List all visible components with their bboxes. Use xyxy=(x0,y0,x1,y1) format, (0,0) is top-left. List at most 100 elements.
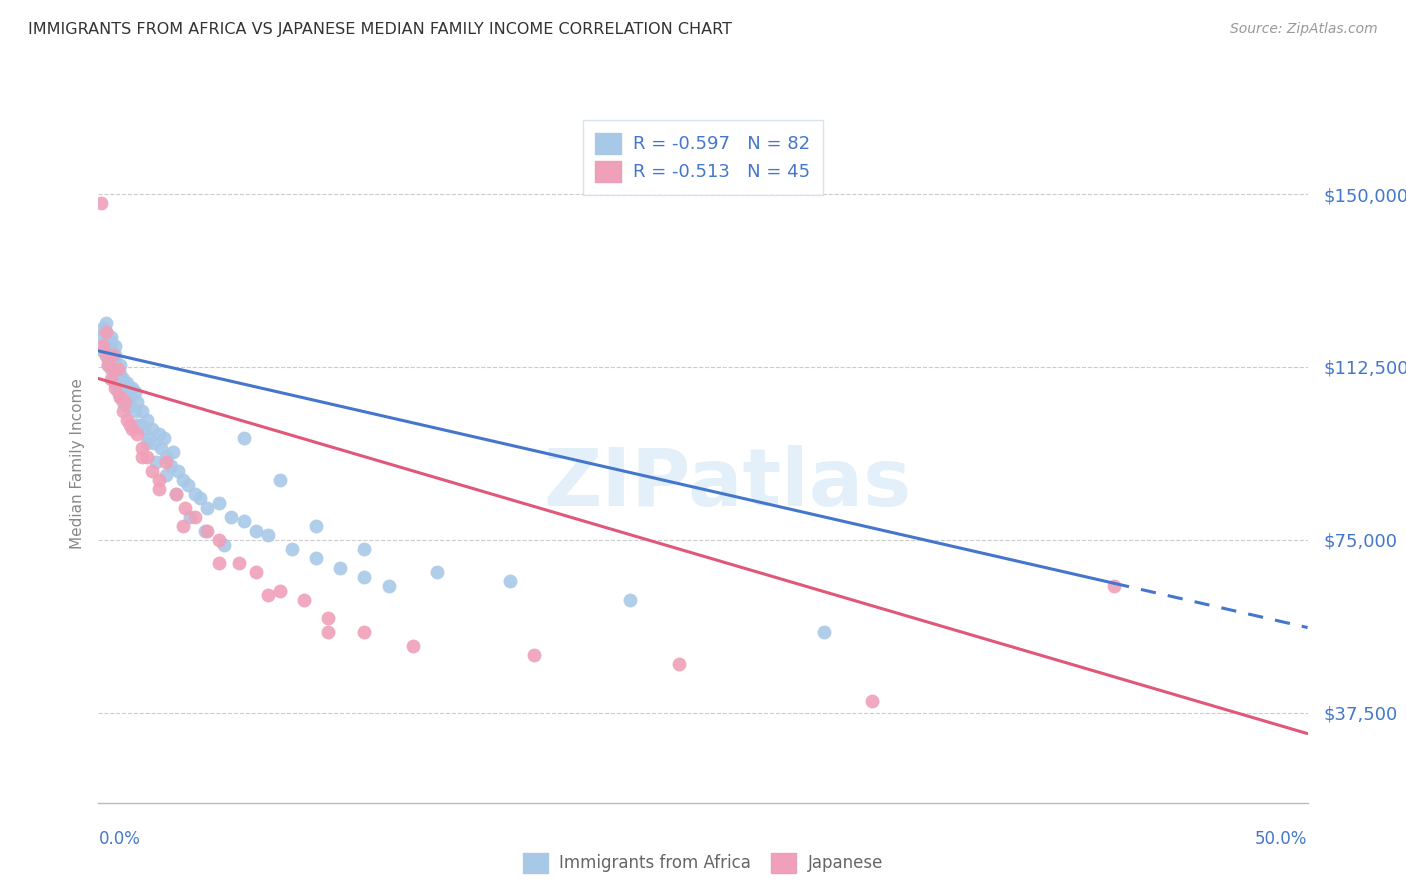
Point xyxy=(121,422,143,436)
Point xyxy=(100,343,122,358)
Point xyxy=(135,436,157,450)
Point xyxy=(97,339,120,353)
Point xyxy=(353,542,375,557)
Point xyxy=(135,450,157,464)
Point xyxy=(104,381,127,395)
Point xyxy=(165,487,187,501)
Point xyxy=(148,473,170,487)
Point xyxy=(100,362,122,376)
Point xyxy=(245,565,267,579)
Point xyxy=(131,450,153,464)
Point xyxy=(107,362,129,376)
Point xyxy=(94,326,117,340)
Point xyxy=(111,394,134,409)
Point xyxy=(107,385,129,400)
Point xyxy=(195,500,218,515)
Point xyxy=(498,574,520,589)
Text: 0.0%: 0.0% xyxy=(98,830,141,848)
Point xyxy=(104,339,127,353)
Point xyxy=(117,413,139,427)
Point xyxy=(402,639,425,653)
Point xyxy=(292,593,315,607)
Point xyxy=(155,468,177,483)
Point xyxy=(188,491,211,506)
Point xyxy=(329,560,352,574)
Point xyxy=(256,588,278,602)
Point xyxy=(195,524,218,538)
Point xyxy=(127,426,149,441)
Y-axis label: Median Family Income: Median Family Income xyxy=(69,378,84,549)
Point xyxy=(131,441,153,455)
Point xyxy=(141,422,163,436)
Point xyxy=(245,524,267,538)
Point xyxy=(101,371,124,385)
Point xyxy=(114,385,136,400)
Point xyxy=(108,390,131,404)
Point xyxy=(94,349,117,363)
Legend: Immigrants from Africa, Japanese: Immigrants from Africa, Japanese xyxy=(516,847,890,880)
Point xyxy=(101,362,124,376)
Point xyxy=(377,579,399,593)
Point xyxy=(97,353,120,368)
Point xyxy=(426,565,449,579)
Text: 50.0%: 50.0% xyxy=(1256,830,1308,848)
Point xyxy=(184,509,207,524)
Point xyxy=(94,334,117,349)
Point xyxy=(162,445,184,459)
Point xyxy=(143,436,166,450)
Text: ZIPatlas: ZIPatlas xyxy=(543,445,911,524)
Point xyxy=(305,551,328,566)
Text: Source: ZipAtlas.com: Source: ZipAtlas.com xyxy=(1230,22,1378,37)
Point xyxy=(208,556,231,570)
Point xyxy=(174,500,197,515)
Point xyxy=(281,542,304,557)
Legend: R = -0.597   N = 82, R = -0.513   N = 45: R = -0.597 N = 82, R = -0.513 N = 45 xyxy=(583,120,823,194)
Point xyxy=(128,417,150,432)
Point xyxy=(107,367,129,381)
Point xyxy=(619,593,641,607)
Point xyxy=(208,496,231,510)
Point xyxy=(91,343,114,358)
Point xyxy=(184,487,207,501)
Point xyxy=(114,394,136,409)
Point xyxy=(1102,579,1125,593)
Point xyxy=(127,417,149,432)
Point xyxy=(135,413,157,427)
Point xyxy=(232,515,254,529)
Point xyxy=(208,533,231,547)
Point xyxy=(155,450,177,464)
Point xyxy=(179,509,201,524)
Point xyxy=(117,376,139,391)
Point xyxy=(668,657,690,672)
Point xyxy=(131,404,153,418)
Point xyxy=(172,473,194,487)
Point xyxy=(104,376,127,391)
Point xyxy=(118,417,141,432)
Point xyxy=(118,399,141,413)
Point xyxy=(104,358,127,372)
Point xyxy=(108,390,131,404)
Point xyxy=(114,381,136,395)
Point xyxy=(167,464,190,478)
Point xyxy=(212,537,235,551)
Point xyxy=(860,694,883,708)
Point xyxy=(221,509,243,524)
Point xyxy=(108,381,131,395)
Point xyxy=(91,339,114,353)
Point xyxy=(353,625,375,640)
Point xyxy=(97,358,120,372)
Point xyxy=(160,459,183,474)
Point xyxy=(90,196,112,211)
Point xyxy=(124,404,146,418)
Point xyxy=(150,441,173,455)
Point xyxy=(305,519,328,533)
Point xyxy=(523,648,546,663)
Text: IMMIGRANTS FROM AFRICA VS JAPANESE MEDIAN FAMILY INCOME CORRELATION CHART: IMMIGRANTS FROM AFRICA VS JAPANESE MEDIA… xyxy=(28,22,733,37)
Point xyxy=(177,477,200,491)
Point xyxy=(134,422,156,436)
Point xyxy=(94,316,117,330)
Point xyxy=(91,320,114,334)
Point xyxy=(108,358,131,372)
Point xyxy=(111,404,134,418)
Point xyxy=(155,454,177,468)
